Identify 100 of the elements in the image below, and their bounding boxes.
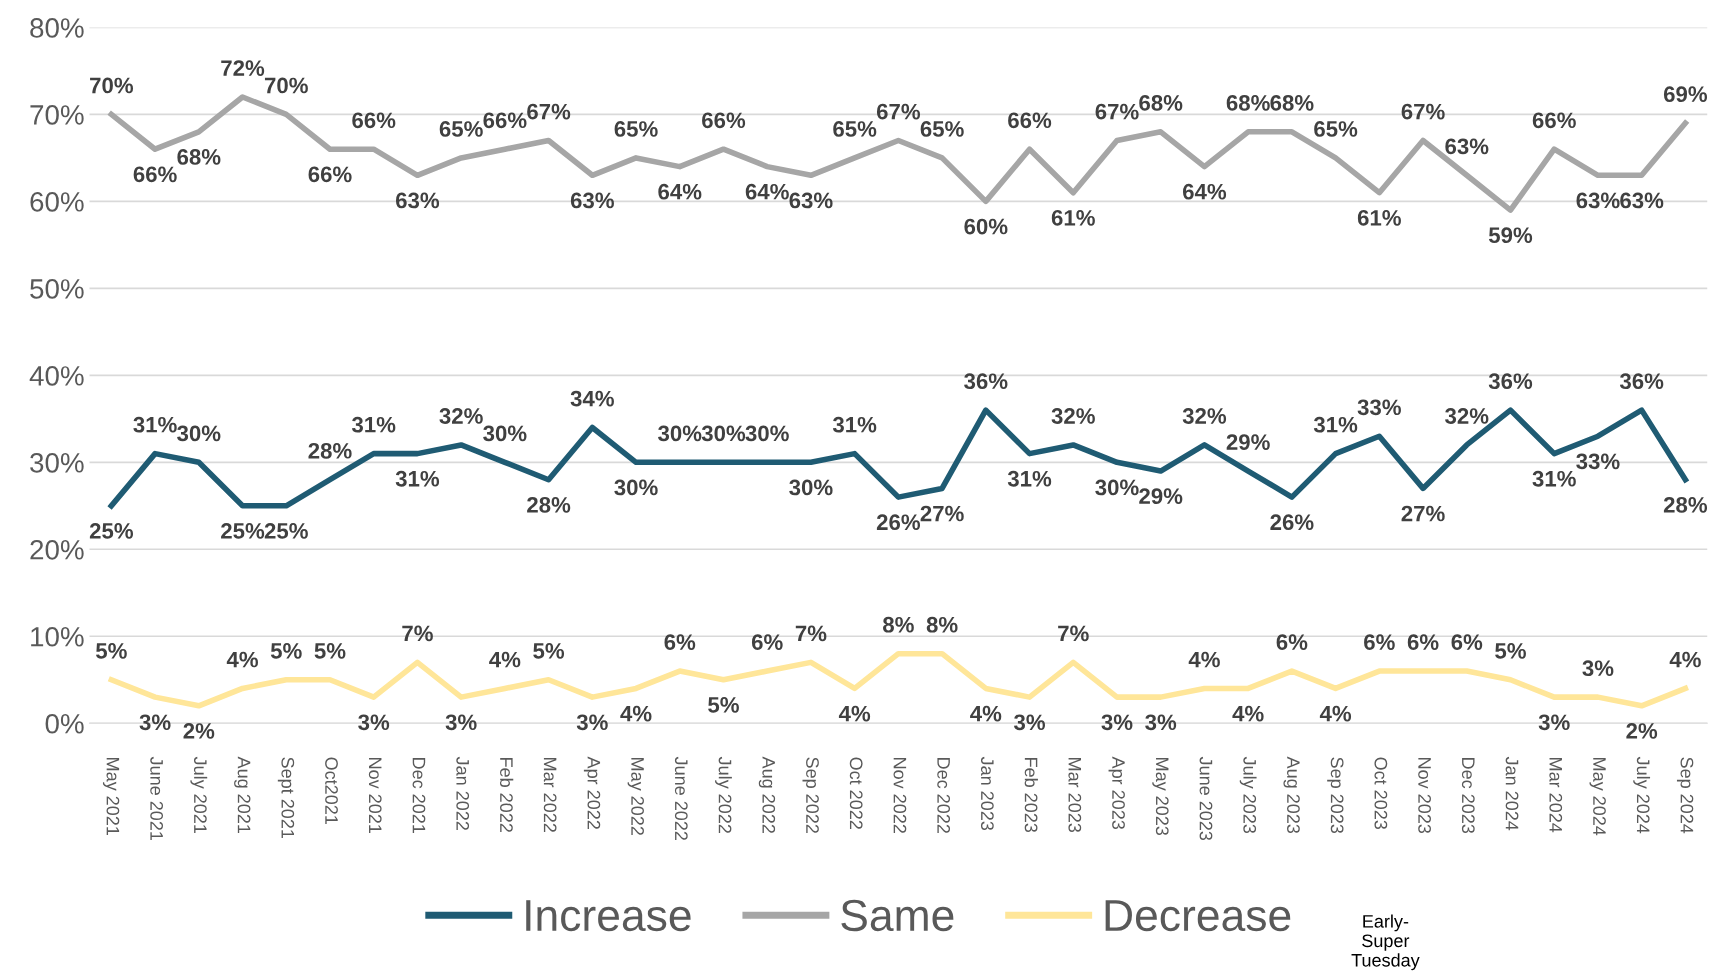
data-label: 31% — [351, 416, 396, 433]
data-label: 65% — [614, 121, 658, 137]
data-label: 33% — [1576, 453, 1620, 470]
data-label: 29% — [1226, 434, 1270, 450]
x-tick-label: Apr 2022 — [583, 756, 601, 829]
x-tick-label: May 2023 — [1152, 758, 1169, 836]
data-label: 64% — [658, 183, 702, 200]
data-label: 28% — [527, 496, 571, 513]
data-label: 3% — [1538, 714, 1570, 731]
data-label: 63% — [570, 192, 614, 209]
y-tick-label: 30% — [30, 452, 84, 473]
data-label: 32% — [1445, 408, 1489, 424]
data-label: 27% — [920, 505, 964, 522]
data-label: 27% — [1401, 505, 1445, 522]
x-tick-label: Dec 2021 — [412, 758, 426, 833]
data-label: 69% — [1663, 86, 1708, 103]
data-label: 7% — [402, 625, 433, 642]
text: Early- Super Tuesday — [1351, 914, 1420, 971]
x-tick-label: Sep 2024 — [1676, 757, 1694, 834]
data-label: 66% — [1008, 112, 1052, 129]
data-label: 6% — [1276, 634, 1308, 650]
x-tick-label: Sep 2022 — [802, 757, 819, 833]
y-tick-label: 80% — [30, 18, 84, 38]
data-label: 30% — [614, 479, 658, 496]
data-label: 63% — [1576, 192, 1620, 209]
data-label: 72% — [221, 60, 265, 76]
data-label: 67% — [1095, 103, 1139, 120]
x-tick-label: Aug 2022 — [758, 756, 776, 833]
data-label: 3% — [445, 714, 477, 731]
x-tick-label: Nov 2021 — [368, 758, 382, 833]
data-label: 6% — [1451, 634, 1483, 650]
data-label: 64% — [745, 183, 789, 200]
data-label: 3% — [1582, 660, 1614, 677]
data-label: 8% — [926, 616, 958, 633]
data-label: 65% — [833, 121, 877, 137]
data-label: 32% — [439, 408, 483, 424]
y-tick-label: 50% — [30, 279, 84, 299]
data-label: 5% — [314, 643, 346, 659]
x-tick-label: May 2022 — [627, 758, 644, 835]
data-label: 31% — [395, 470, 440, 487]
data-label: 29% — [1139, 488, 1183, 504]
data-label: 63% — [395, 192, 440, 209]
data-label: 4% — [838, 705, 871, 722]
x-tick-label: May 2024 — [1589, 758, 1606, 836]
x-tick-label: Aug 2023 — [1283, 756, 1300, 834]
x-tick-label: Sep 2023 — [1327, 757, 1344, 834]
x-tick-label: July 2024 — [1633, 756, 1651, 834]
data-label: 25% — [264, 523, 308, 539]
y-tick-label: 0% — [45, 713, 84, 734]
data-label: 5% — [270, 643, 302, 659]
x-tick-label: July 2023 — [1239, 756, 1257, 834]
data-label: 31% — [1313, 416, 1358, 433]
data-label: 68% — [1226, 95, 1270, 111]
y-tick-label: 70% — [30, 105, 84, 125]
y-tick-label: 60% — [30, 192, 84, 212]
data-label: 3% — [139, 714, 171, 731]
x-tick-label: July 2022 — [715, 756, 732, 833]
data-label: 67% — [1401, 103, 1445, 120]
data-label: 5% — [1495, 643, 1526, 659]
data-label: 30% — [177, 425, 221, 442]
data-label: 4% — [226, 651, 258, 668]
data-label: 30% — [1095, 479, 1139, 496]
x-tick-label: June 2023 — [1199, 756, 1213, 841]
data-label: 33% — [1357, 399, 1401, 416]
data-label: 6% — [1407, 634, 1439, 650]
data-label: 3% — [1013, 714, 1045, 731]
data-label: 60% — [964, 218, 1008, 235]
data-label: 66% — [308, 166, 352, 183]
data-label: 61% — [1357, 209, 1401, 226]
data-label: 3% — [576, 714, 608, 731]
data-label: 68% — [177, 149, 221, 165]
x-tick-label: Mar 2022 — [543, 758, 557, 832]
data-label: 61% — [1051, 209, 1095, 226]
data-label: 65% — [920, 121, 964, 137]
data-label: 5% — [95, 643, 127, 659]
data-label: 34% — [570, 390, 614, 407]
data-label: 65% — [439, 121, 483, 137]
x-tick-label: Nov 2023 — [1418, 758, 1431, 834]
data-label: 3% — [1101, 714, 1133, 731]
data-label: 30% — [789, 479, 833, 496]
x-tick-label: Feb 2023 — [1024, 758, 1038, 833]
data-label: 3% — [358, 714, 390, 731]
data-label: 2% — [1626, 723, 1658, 739]
data-label: 68% — [1139, 95, 1183, 111]
data-label: 64% — [1183, 183, 1227, 200]
data-label: 66% — [133, 166, 177, 183]
data-label: 28% — [308, 442, 352, 459]
x-tick-label: June 2022 — [674, 756, 688, 840]
data-label: 4% — [620, 705, 652, 722]
data-label: 4% — [489, 651, 521, 668]
x-tick-label: Sept 2021 — [277, 757, 295, 839]
data-label: 66% — [702, 112, 746, 129]
data-label: 4% — [970, 705, 1002, 722]
data-label: 8% — [883, 616, 914, 633]
data-label: 26% — [1270, 514, 1314, 531]
data-label: 59% — [1488, 227, 1533, 244]
y-tick-label: 20% — [30, 539, 84, 560]
data-label: 7% — [795, 625, 827, 642]
data-label: 4% — [1319, 705, 1352, 722]
y-tick-label: 40% — [29, 366, 84, 386]
